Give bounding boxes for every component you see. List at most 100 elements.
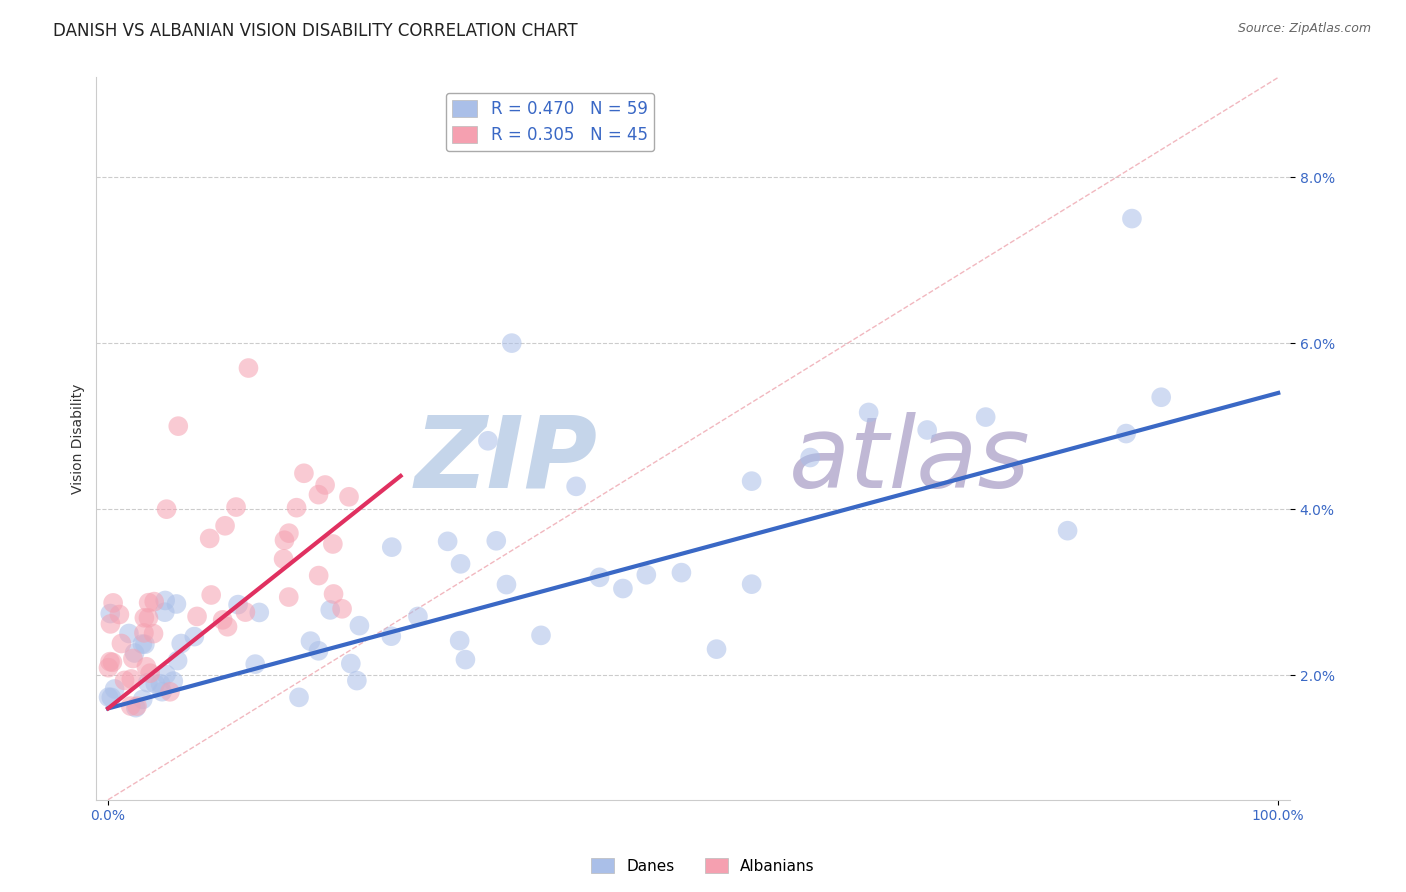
Point (530, 628, 553, 642)
Point (150, 684, 173, 698)
Point (247, 606, 270, 620)
Point (153, 593, 176, 607)
Point (136, 675, 159, 690)
Point (346, 673, 368, 688)
Point (170, 636, 193, 650)
Point (449, 633, 471, 648)
Point (120, 672, 142, 686)
Point (143, 677, 166, 691)
Point (124, 646, 146, 660)
Point (1150, 390, 1173, 404)
Point (706, 642, 728, 657)
Point (477, 434, 499, 448)
Point (501, 336, 523, 351)
Point (495, 577, 517, 591)
Point (186, 609, 208, 624)
Point (436, 534, 458, 549)
Point (225, 500, 247, 514)
Point (226, 598, 249, 612)
Point (314, 478, 336, 492)
Point (101, 655, 124, 669)
Point (142, 626, 165, 640)
Point (165, 597, 187, 611)
Point (337, 490, 360, 504)
Point (138, 596, 160, 610)
Point (671, 566, 693, 580)
Point (799, 450, 821, 465)
Point (322, 537, 344, 551)
Point (166, 654, 188, 668)
Point (132, 626, 155, 640)
Point (340, 657, 363, 671)
Point (319, 603, 342, 617)
Point (330, 602, 353, 616)
Point (143, 594, 166, 608)
Point (565, 479, 588, 493)
Point (149, 677, 172, 691)
Legend: R = 0.470   N = 59, R = 0.305   N = 45: R = 0.470 N = 59, R = 0.305 N = 45 (446, 93, 654, 151)
Point (406, 609, 429, 624)
Point (167, 419, 190, 434)
Point (285, 500, 308, 515)
Point (485, 533, 508, 548)
Point (97, 690, 120, 705)
Point (288, 690, 311, 705)
Point (450, 557, 472, 571)
Point (138, 611, 160, 625)
Point (381, 540, 404, 554)
Point (135, 659, 157, 673)
Point (211, 613, 233, 627)
Point (1056, 524, 1078, 538)
Point (134, 611, 156, 625)
Text: DANISH VS ALBANIAN VISION DISABILITY CORRELATION CHART: DANISH VS ALBANIAN VISION DISABILITY COR… (53, 22, 578, 40)
Point (104, 681, 127, 696)
Point (741, 577, 763, 591)
Text: ZIP: ZIP (415, 412, 598, 508)
Point (134, 637, 156, 651)
Point (292, 467, 315, 481)
Point (636, 567, 658, 582)
Point (132, 692, 155, 706)
Point (1115, 426, 1137, 441)
Point (308, 487, 330, 501)
Point (588, 570, 610, 584)
Point (214, 518, 236, 533)
Point (380, 629, 402, 643)
Point (120, 699, 142, 714)
Point (277, 526, 299, 541)
Point (198, 532, 221, 546)
Point (100, 616, 122, 631)
Point (183, 630, 205, 644)
Point (299, 634, 322, 648)
Point (235, 605, 257, 619)
Point (114, 673, 136, 688)
Text: atlas: atlas (789, 412, 1031, 508)
Point (108, 607, 131, 622)
Point (159, 685, 181, 699)
Point (122, 651, 145, 665)
Point (273, 533, 295, 548)
Point (139, 666, 162, 681)
Point (110, 636, 132, 650)
Point (97, 661, 120, 675)
Point (1121, 211, 1143, 226)
Point (349, 618, 371, 632)
Point (98, 607, 121, 621)
Point (612, 582, 634, 596)
Text: Source: ZipAtlas.com: Source: ZipAtlas.com (1237, 22, 1371, 36)
Point (162, 674, 184, 689)
Point (273, 552, 295, 566)
Point (454, 652, 477, 666)
Point (741, 474, 763, 488)
Point (277, 590, 299, 604)
Point (118, 626, 141, 640)
Point (217, 620, 239, 634)
Point (155, 502, 177, 516)
Legend: Danes, Albanians: Danes, Albanians (585, 852, 821, 880)
Point (322, 587, 344, 601)
Point (915, 423, 938, 437)
Y-axis label: Vision Disability: Vision Disability (72, 384, 86, 494)
Point (308, 644, 330, 658)
Point (125, 699, 148, 714)
Point (238, 361, 260, 376)
